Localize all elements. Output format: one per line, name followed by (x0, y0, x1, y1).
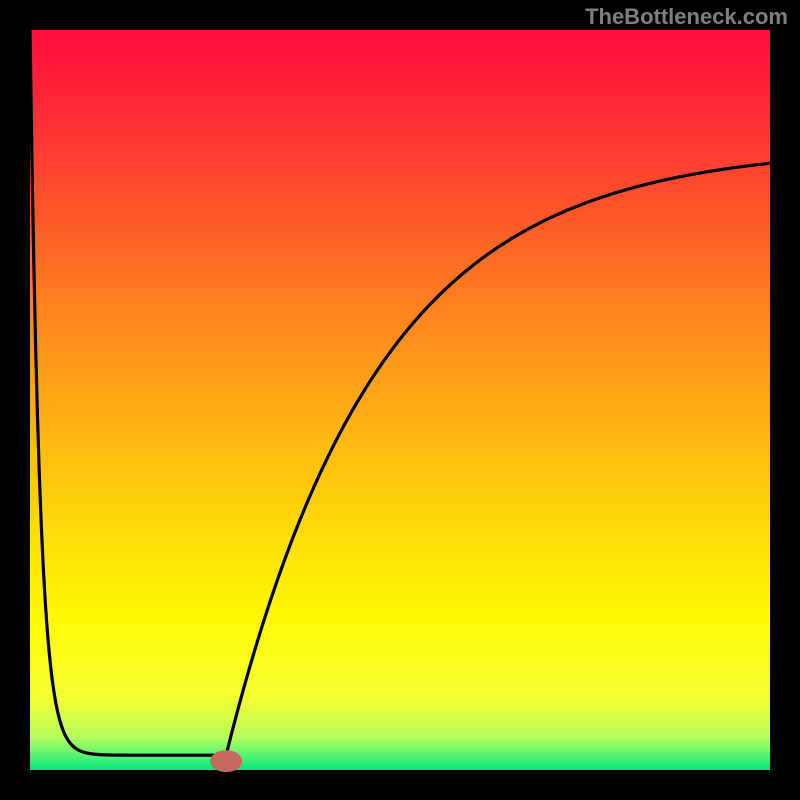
watermark-text: TheBottleneck.com (585, 4, 788, 30)
chart-svg (0, 0, 800, 800)
plot-background (30, 30, 770, 770)
optimum-marker (210, 750, 242, 772)
chart-container: TheBottleneck.com (0, 0, 800, 800)
